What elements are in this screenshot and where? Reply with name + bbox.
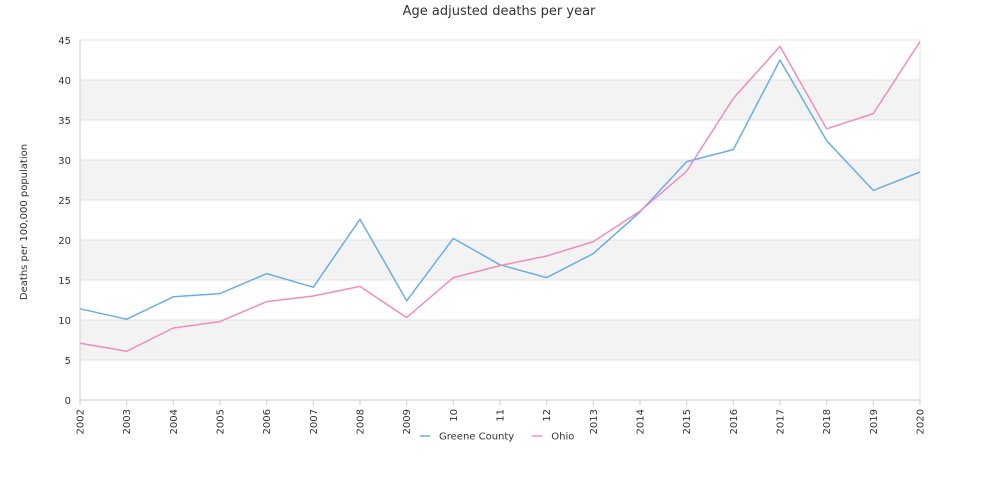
series-line-ohio — [79, 41, 921, 352]
x-tick-label: 2013 — [589, 409, 600, 434]
x-tick-label: 2005 — [216, 409, 227, 434]
x-tick-label: 2006 — [262, 409, 273, 434]
y-tick-label: 10 — [58, 316, 71, 327]
x-tick-label: 2002 — [76, 409, 87, 434]
x-tick-label: 2016 — [729, 409, 740, 434]
y-axis-label: Deaths per 100,000 population — [19, 144, 30, 300]
legend-label: Greene County — [439, 432, 514, 443]
legend-label: Ohio — [551, 432, 574, 443]
x-tick-label: 2018 — [822, 409, 833, 434]
y-tick-label: 5 — [65, 356, 71, 367]
grid-band — [80, 160, 920, 200]
x-tick-label: 10 — [449, 409, 460, 422]
legend: Greene County Ohio — [420, 432, 574, 443]
x-tick-label: 2004 — [169, 409, 180, 434]
grid-band — [80, 80, 920, 120]
grid-band — [80, 320, 920, 360]
y-tick-label: 45 — [58, 36, 71, 47]
x-tick-label: 2007 — [309, 409, 320, 434]
x-tick-label: 2019 — [869, 409, 880, 434]
y-tick-label: 35 — [58, 116, 71, 127]
x-tick-label: 2020 — [916, 409, 927, 434]
x-tick-label: 2017 — [776, 409, 787, 434]
x-tick-label: 12 — [542, 409, 553, 422]
legend-item: Ohio — [532, 432, 574, 443]
y-tick-label: 20 — [58, 236, 71, 247]
x-tick-label: 2015 — [682, 409, 693, 434]
x-tick-label: 2009 — [402, 409, 413, 434]
y-tick-label: 40 — [58, 76, 71, 87]
grid-band — [80, 240, 920, 280]
series-line-greene-county — [79, 59, 921, 320]
series-lines — [79, 41, 921, 352]
y-tick-label: 0 — [65, 396, 71, 407]
chart-title: Age adjusted deaths per year — [403, 4, 596, 19]
y-tick-label: 30 — [58, 156, 71, 167]
x-tick-label: 11 — [496, 409, 507, 422]
legend-item: Greene County — [420, 432, 514, 443]
x-tick-label: 2008 — [356, 409, 367, 434]
y-axis-ticks: 0 5 10 15 20 25 30 35 40 45 — [58, 36, 71, 407]
x-tick-label: 2003 — [122, 409, 133, 434]
grid-bands — [80, 80, 920, 360]
x-tick-label: 2014 — [636, 409, 647, 434]
y-tick-label: 25 — [58, 196, 71, 207]
x-axis-ticks: 2002 2003 2004 2005 2006 2007 2008 2009 10 11 12 20… — [76, 400, 927, 434]
y-tick-label: 15 — [58, 276, 71, 287]
gridlines — [80, 39, 920, 401]
